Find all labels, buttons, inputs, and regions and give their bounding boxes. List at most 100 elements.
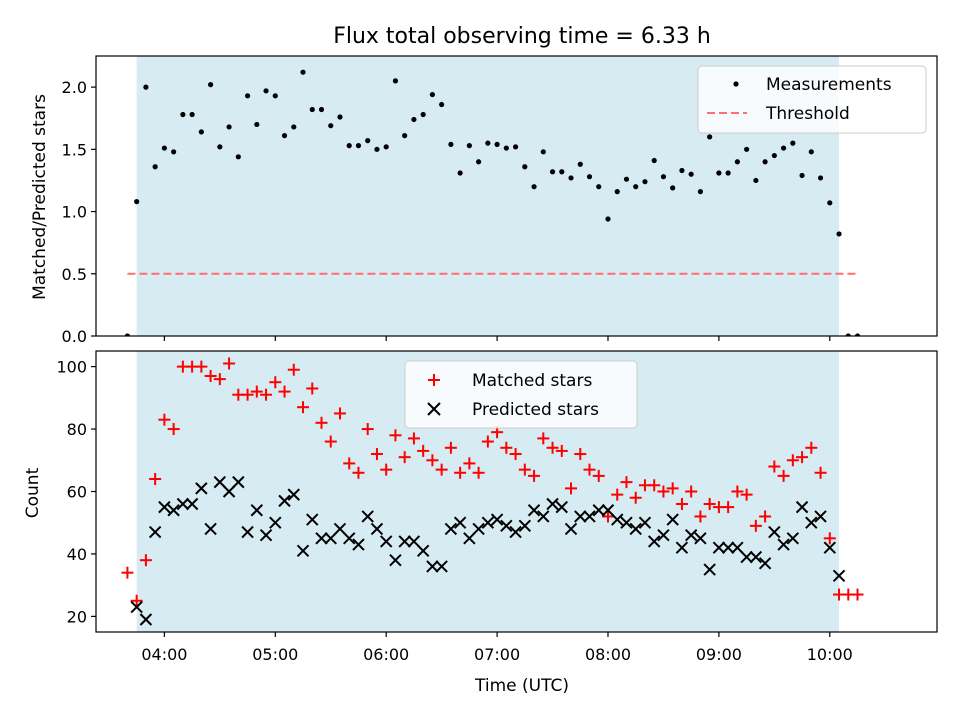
measurement-point <box>596 184 602 190</box>
matched-stars-point <box>685 485 698 498</box>
measurement-point <box>198 129 204 135</box>
matched-stars-point <box>139 554 152 567</box>
predicted-stars-point <box>204 522 217 536</box>
matched-stars-point <box>851 588 864 601</box>
top-y-tick-label: 1.0 <box>62 203 87 222</box>
predicted-stars-point <box>130 600 143 614</box>
matched-stars-point <box>666 482 679 495</box>
predicted-stars-point <box>343 532 356 545</box>
matched-stars-point <box>213 373 226 386</box>
measurement-point <box>466 143 472 149</box>
matched-stars-point <box>324 435 337 448</box>
matched-stars-point <box>297 401 310 414</box>
predicted-stars-point <box>703 563 716 576</box>
matched-stars-point <box>444 441 457 454</box>
measurement-point <box>744 146 750 152</box>
measurement-point <box>411 116 417 123</box>
predicted-stars-point <box>490 513 504 526</box>
measurement-point <box>799 172 805 179</box>
measurement-point <box>300 69 306 75</box>
top-y-tick-label: 1.5 <box>62 140 87 159</box>
predicted-stars-point <box>481 516 495 529</box>
matched-stars-point <box>287 363 300 376</box>
measurement-point <box>337 114 343 120</box>
measurement-point <box>854 333 861 336</box>
measurement-point <box>263 88 269 94</box>
measurement-point <box>272 93 278 99</box>
matched-stars-point <box>149 473 162 486</box>
x-tick-label: 09:00 <box>696 645 742 664</box>
matched-stars-point <box>417 444 430 457</box>
matched-stars-point <box>574 448 587 461</box>
measurement-point <box>586 174 593 180</box>
predicted-stars-point <box>333 522 347 536</box>
matched-stars-point <box>722 501 735 514</box>
matched-stars-point <box>694 510 707 523</box>
predicted-stars-point <box>786 532 800 545</box>
matched-stars-point <box>768 460 781 473</box>
predicted-stars-point <box>611 513 624 526</box>
bottom-y-tick-label: 80 <box>67 420 87 439</box>
measurement-point <box>688 171 694 177</box>
matched-stars-point <box>426 454 439 467</box>
predicted-stars-point <box>666 513 679 526</box>
matched-stars-point <box>657 485 670 498</box>
measurement-point <box>522 164 528 170</box>
bottom-y-tick-label: 40 <box>67 545 87 564</box>
predicted-stars-point <box>296 544 310 558</box>
matched-stars-point <box>269 376 282 389</box>
measurement-point <box>318 106 325 113</box>
predicted-stars-point <box>740 550 753 564</box>
measurement-point <box>549 169 556 175</box>
measurement-point <box>448 141 454 147</box>
measurement-point <box>494 141 500 147</box>
predicted-stars-point <box>416 544 430 558</box>
matched-stars-point <box>518 463 531 476</box>
predicted-stars-point <box>546 497 559 511</box>
matched-stars-point <box>777 469 790 482</box>
predicted-stars-point <box>712 541 726 554</box>
measurement-point <box>374 146 380 152</box>
matched-stars-point <box>740 488 753 501</box>
top-y-axis-label: Matched/Predicted stars <box>30 94 50 300</box>
measurement-point <box>771 152 777 159</box>
measurement-point <box>244 93 251 99</box>
predicted-stars-point <box>814 510 827 523</box>
measurement-point <box>827 200 833 206</box>
matched-stars-point <box>343 457 356 470</box>
matched-stars-point <box>370 448 383 461</box>
predicted-stars-point <box>463 532 476 545</box>
predicted-stars-point <box>601 504 615 517</box>
matched-stars-point <box>481 435 494 448</box>
matched-stars-point <box>352 466 365 479</box>
measurement-point <box>281 133 288 139</box>
bottom-legend: Matched stars Predicted stars <box>404 360 638 429</box>
x-tick-label: 06:00 <box>363 645 409 664</box>
matched-stars-point <box>583 463 596 476</box>
predicted-stars-point <box>379 535 393 548</box>
measurement-point <box>817 175 824 181</box>
matched-stars-point <box>204 369 217 382</box>
matched-stars-point <box>306 382 319 395</box>
predicted-stars-point <box>444 522 458 536</box>
x-tick-label: 07:00 <box>474 645 520 664</box>
predicted-stars-point <box>675 541 689 554</box>
measurement-point <box>429 91 435 98</box>
bottom-y-tick-label: 100 <box>56 358 87 377</box>
measurement-point <box>614 189 620 195</box>
predicted-stars-point <box>472 522 485 536</box>
predicted-stars-point <box>564 522 578 536</box>
predicted-stars-point <box>222 485 236 498</box>
measurement-point <box>365 138 371 144</box>
matched-stars-point <box>250 385 263 398</box>
matched-stars-point <box>223 357 236 370</box>
predicted-stars-point <box>555 500 568 514</box>
legend-predicted-marker <box>427 402 441 416</box>
matched-stars-point <box>195 360 208 373</box>
measurement-point <box>476 159 482 165</box>
predicted-stars-point <box>287 488 300 501</box>
predicted-stars-point <box>398 535 411 548</box>
x-tick-label: 04:00 <box>141 645 187 664</box>
measurement-point <box>309 106 315 113</box>
